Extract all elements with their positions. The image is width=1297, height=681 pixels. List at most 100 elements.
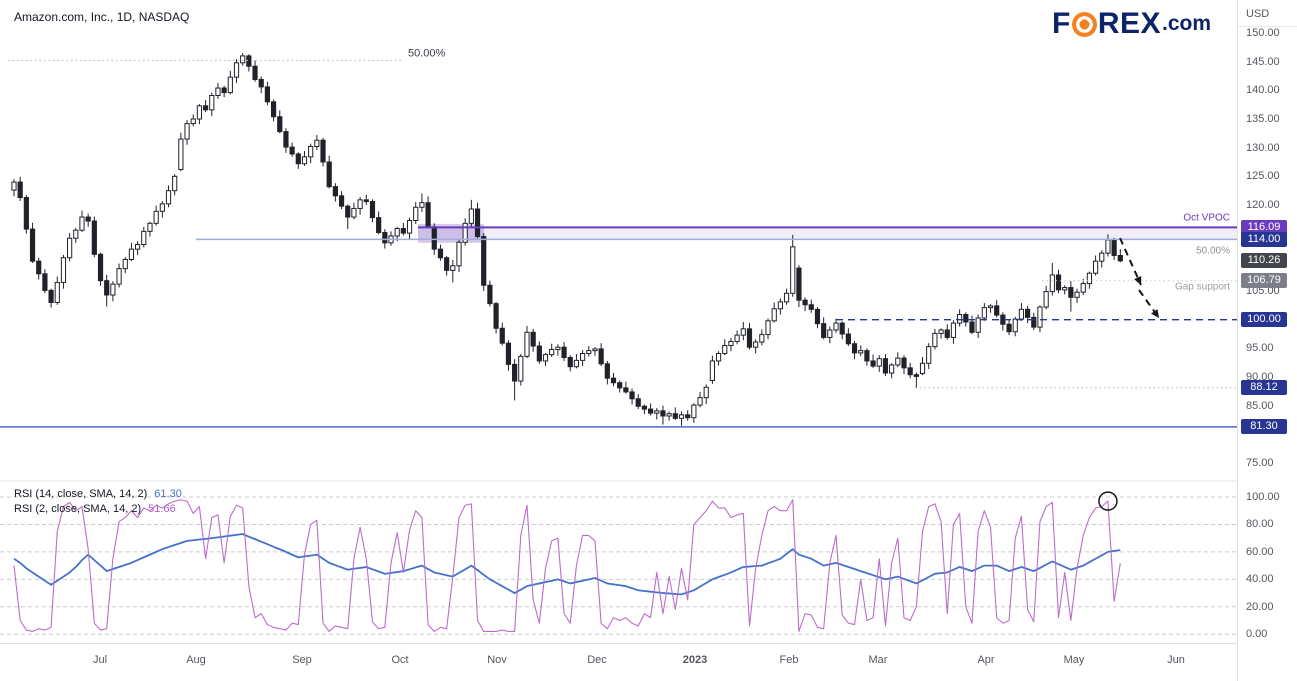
candle-body — [67, 237, 73, 259]
rsi-circle-annotation[interactable] — [1098, 491, 1118, 511]
rsi-tick: 100.00 — [1246, 491, 1280, 503]
price-tick: 135.00 — [1246, 112, 1280, 125]
candle-body — [666, 413, 672, 417]
candle-body — [783, 292, 790, 303]
candle-body — [1105, 239, 1111, 254]
candle-body — [604, 363, 610, 379]
time-label-mar: Mar — [868, 654, 888, 666]
candle-body — [654, 410, 660, 414]
time-label-jun: Jun — [1167, 654, 1185, 666]
candle-body — [1086, 272, 1093, 285]
candle-body — [802, 299, 808, 306]
candle-body — [790, 246, 796, 294]
candle-body — [450, 265, 456, 271]
candle-body — [895, 357, 901, 366]
candle-body — [345, 205, 351, 218]
fib-50-label[interactable]: 50.00% — [1196, 245, 1230, 256]
rsi-14-legend-row[interactable]: RSI (14, close, SMA, 14, 2) 61.30 — [14, 486, 182, 501]
price-badge: 100.00 — [1241, 312, 1287, 328]
rsi-14-sma-line — [13, 533, 1121, 596]
candle-body — [91, 220, 97, 255]
candle-body — [678, 414, 685, 419]
trend-arrowhead — [1151, 309, 1159, 318]
candle-body — [617, 382, 623, 389]
candle-body — [122, 258, 128, 270]
candle-body — [542, 354, 549, 362]
candle-body — [29, 228, 36, 262]
candle-body — [771, 308, 777, 322]
candle-body — [580, 352, 586, 361]
candle-body — [431, 226, 437, 250]
candle-body — [691, 404, 697, 419]
price-tick: 145.00 — [1246, 55, 1280, 68]
candle-body — [715, 352, 722, 362]
candle-body — [351, 207, 357, 218]
candle-body — [357, 199, 363, 209]
candle-body — [264, 86, 271, 103]
time-label-dec: Dec — [587, 654, 607, 666]
candle-body — [1018, 308, 1025, 320]
time-axis[interactable]: Jul Aug Sep Oct Nov Dec 2023 Feb Mar Apr May Jun — [0, 643, 1237, 681]
candle-body — [932, 332, 938, 348]
price-badge: 81.30 — [1241, 419, 1287, 435]
candle-body — [610, 377, 617, 384]
candle-body — [901, 357, 907, 369]
time-label-jul: Jul — [92, 654, 108, 666]
candle-body — [518, 355, 524, 382]
candle-body — [406, 219, 413, 234]
trend-arrowhead — [1134, 276, 1142, 285]
candle-body — [382, 232, 388, 244]
candle-body — [839, 322, 845, 335]
rsi-14-value: 61.30 — [154, 487, 182, 500]
candle-body — [814, 308, 821, 325]
candle-body — [215, 87, 221, 96]
candle-body — [240, 55, 246, 64]
price-badge: 106.79 — [1241, 273, 1287, 289]
rsi-2-legend-row[interactable]: RSI (2, close, SMA, 14, 2) 51.66 — [14, 501, 182, 516]
candle-body — [728, 340, 734, 346]
candle-body — [598, 348, 604, 365]
candle-body — [481, 236, 487, 286]
candle-body — [524, 331, 530, 357]
trend-arrow[interactable] — [1119, 237, 1142, 286]
candle-body — [919, 362, 926, 375]
logo-text-f: F — [1052, 7, 1071, 40]
candle-body — [796, 267, 802, 301]
candle-body — [1055, 274, 1062, 291]
candle-body — [635, 398, 641, 407]
candle-body — [957, 314, 963, 324]
candle-body — [178, 138, 184, 170]
candle-body — [85, 216, 91, 222]
candle-body — [1025, 308, 1031, 318]
candle-body — [246, 55, 252, 67]
candle-body — [202, 105, 209, 111]
candle-body — [870, 360, 876, 367]
candle-body — [196, 105, 203, 120]
price-badge: 116.09 — [1241, 219, 1287, 235]
candle-body — [394, 228, 400, 237]
fib-50-upper-label[interactable]: 50.00% — [408, 48, 446, 60]
candle-body — [474, 208, 481, 238]
candle-body — [703, 386, 709, 399]
candle-body — [889, 364, 895, 374]
price-chart[interactable]: 50.00% Oct VPOC 50.00% Gap support — [0, 0, 1237, 643]
price-axis[interactable]: USD 150.00 145.00 140.00 135.00 130.00 125.00… — [1237, 0, 1297, 681]
gap-support-label[interactable]: Gap support — [1175, 282, 1230, 293]
candle-body — [907, 367, 913, 376]
vpoc-band[interactable] — [418, 227, 1237, 240]
price-tick: 125.00 — [1246, 170, 1280, 183]
candle-body — [36, 260, 42, 275]
candle-body — [295, 153, 301, 165]
symbol-title[interactable]: Amazon.com, Inc., 1D, NASDAQ — [14, 10, 190, 24]
candle-body — [1080, 283, 1086, 293]
candle-body — [499, 327, 505, 344]
rsi-legend: RSI (14, close, SMA, 14, 2) 61.30 RSI (2… — [14, 486, 182, 516]
candle-body — [128, 248, 135, 260]
candle-body — [369, 201, 376, 219]
candle-body — [73, 229, 79, 239]
candle-body — [1043, 291, 1049, 308]
price-tick: 95.00 — [1246, 342, 1274, 355]
candle-body — [641, 405, 648, 410]
oct-vpoc-label[interactable]: Oct VPOC — [1183, 212, 1230, 223]
candle-body — [376, 217, 382, 234]
